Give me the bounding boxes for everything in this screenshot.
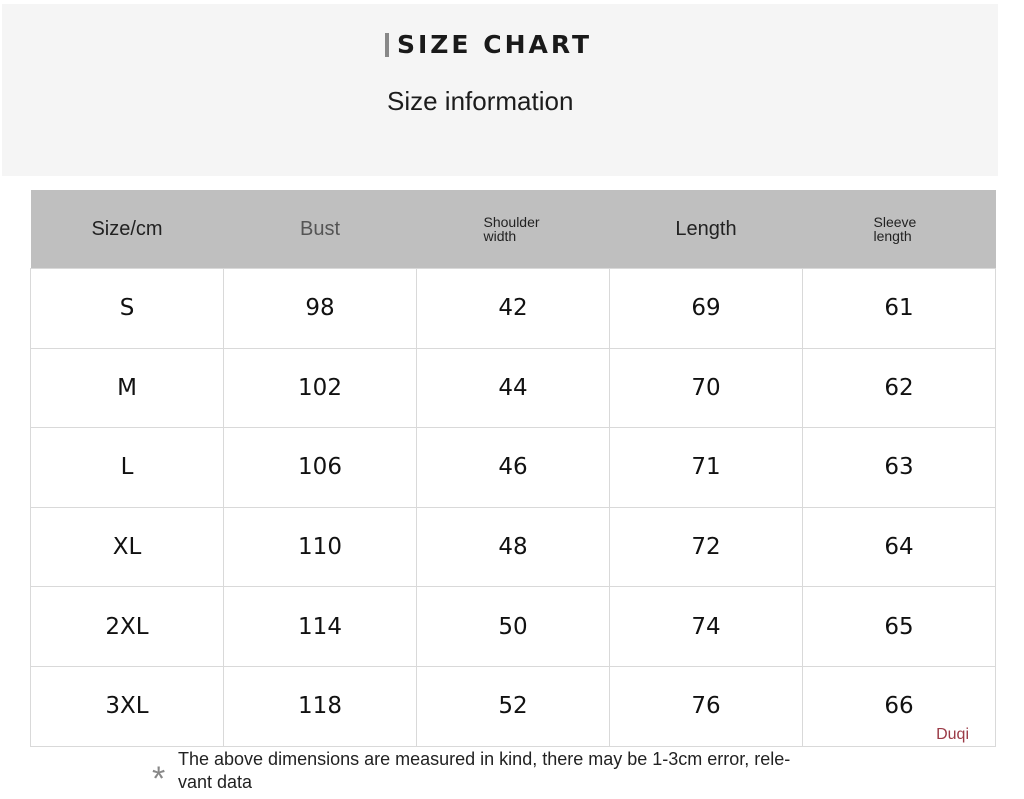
- column-header-shoulder-text: Shoulder width: [483, 214, 540, 244]
- table-cell: 2XL: [30, 586, 224, 667]
- table-cell: 50: [416, 586, 610, 667]
- table-cell: 74: [609, 586, 803, 667]
- table-cell: 110: [223, 506, 417, 588]
- table-cell: S: [30, 268, 224, 349]
- table-cell: 44: [416, 347, 610, 429]
- column-header-size: Size/cm: [30, 190, 224, 269]
- table-cell: 52: [416, 665, 610, 747]
- page-title: SIZE CHART: [385, 30, 592, 59]
- table-cell: 3XL: [30, 665, 224, 747]
- table-cell: 46: [416, 427, 610, 508]
- table-row: M 102 44 70 62: [30, 347, 996, 429]
- table-cell: M: [30, 347, 224, 429]
- table-cell: 71: [609, 427, 803, 508]
- table-cell: 98: [223, 268, 417, 349]
- table-cell: 66 Duqi: [802, 665, 996, 747]
- table-row: S 98 42 69 61: [30, 268, 996, 349]
- table-cell: 72: [609, 506, 803, 588]
- table-cell: 102: [223, 347, 417, 429]
- table-cell: 76: [609, 665, 803, 747]
- table-header-row: Size/cm Bust Shoulder width Length Sleev…: [30, 190, 996, 269]
- table-row: XL 110 48 72 64: [30, 506, 996, 588]
- table-cell: 106: [223, 427, 417, 508]
- table-cell: 69: [609, 268, 803, 349]
- table-cell: 48: [416, 506, 610, 588]
- table-cell: 70: [609, 347, 803, 429]
- table-cell: 65: [802, 586, 996, 667]
- table-row: 2XL 114 50 74 65: [30, 586, 996, 667]
- table-cell: 42: [416, 268, 610, 349]
- page-title-text: SIZE CHART: [397, 30, 593, 59]
- column-header-bust: Bust: [223, 190, 417, 269]
- table-cell: XL: [30, 506, 224, 588]
- table-cell: 114: [223, 586, 417, 667]
- table-cell: L: [30, 427, 224, 508]
- watermark: Duqi: [936, 725, 969, 743]
- page-subtitle: Size information: [387, 86, 574, 116]
- size-table: Size/cm Bust Shoulder width Length Sleev…: [30, 190, 996, 747]
- asterisk-icon: *: [152, 760, 166, 798]
- table-cell: 61: [802, 268, 996, 349]
- table-cell: 63: [802, 427, 996, 508]
- title-bar-accent: [385, 32, 389, 57]
- table-cell: 118: [223, 665, 417, 747]
- table-cell: 64: [802, 506, 996, 588]
- column-header-length: Length: [609, 190, 803, 269]
- column-header-sleeve-text: Sleeve length: [873, 214, 917, 244]
- footnote: The above dimensions are measured in kin…: [178, 749, 791, 792]
- table-row: 3XL 118 52 76 66 Duqi: [30, 665, 996, 747]
- column-header-sleeve: Sleeve length: [802, 190, 996, 269]
- table-row: L 106 46 71 63: [30, 427, 996, 508]
- column-header-shoulder: Shoulder width: [416, 190, 610, 269]
- table-cell: 62: [802, 347, 996, 429]
- header-banner: [2, 4, 998, 176]
